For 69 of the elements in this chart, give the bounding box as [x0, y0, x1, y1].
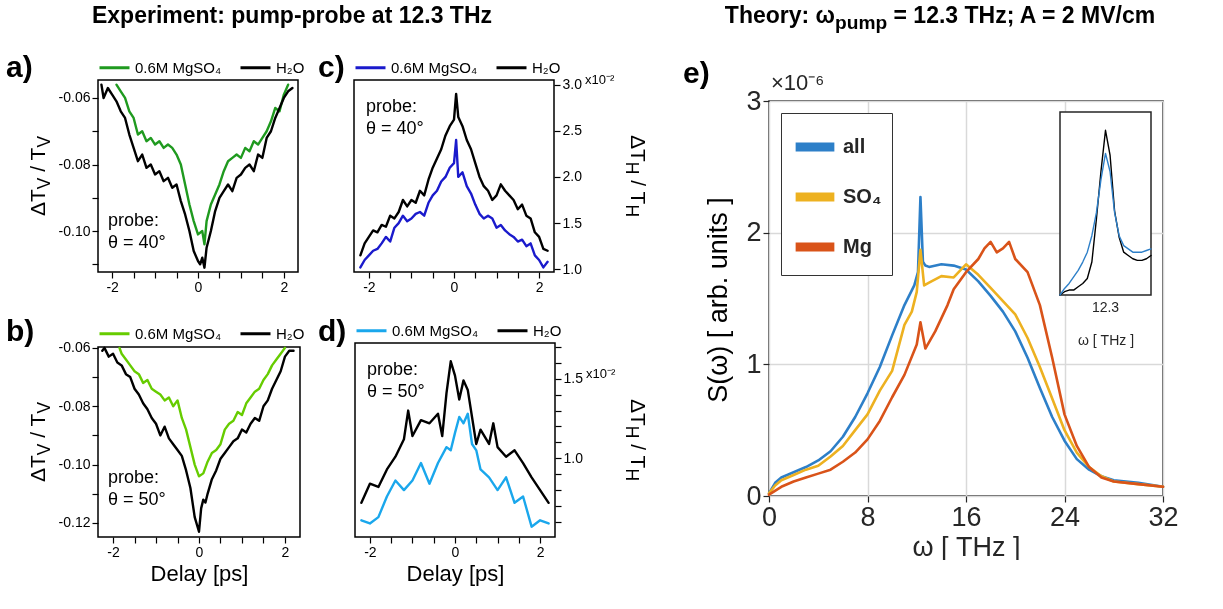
line-series	[360, 412, 550, 528]
y-tick-label: -0.06	[58, 339, 91, 356]
line-series	[360, 360, 550, 505]
chart-title: c)	[318, 50, 345, 83]
x-tick-label: 8	[860, 501, 876, 532]
y-axis-title: S(ω) [ arb. units ]	[702, 197, 733, 403]
y-tick-label: 2.0	[562, 168, 583, 185]
y-tick-label: -0.12	[58, 514, 91, 531]
line-series	[359, 92, 549, 257]
legend-label: H₂O	[533, 321, 562, 339]
text: x10⁻²	[585, 72, 615, 87]
x-tick-label: 32	[1148, 501, 1179, 532]
chart-title: b)	[6, 314, 35, 347]
x-tick-label: 16	[951, 501, 982, 532]
annotation: probe: θ = 40°	[366, 96, 424, 138]
y-tick-label: 1.5	[563, 370, 584, 387]
text: Theory: ω$_{pump}$ = 12.3 THz; A = 2 MV/cm	[724, 2, 1156, 33]
y-tick-label: 3	[746, 85, 762, 116]
x-tick-label: -2	[107, 543, 120, 560]
annotation: 12.3	[1091, 299, 1120, 315]
legend-label: 0.6M MgSO₄	[135, 324, 222, 342]
y-tick-label: -0.08	[58, 397, 91, 414]
y-tick-label: -0.10	[58, 456, 91, 473]
x-tick-label: 2	[536, 543, 545, 560]
legend-label: 0.6M MgSO₄	[391, 58, 478, 76]
chart-title: a)	[6, 50, 33, 83]
y-tick-label: 2.5	[562, 122, 583, 139]
y-tick-label: 1.0	[562, 260, 583, 277]
y-tick-label: 1.5	[562, 214, 583, 231]
legend-label: 0.6M MgSO₄	[135, 58, 222, 76]
y-tick-label: -0.06	[58, 89, 91, 106]
legend-label: all	[843, 135, 866, 157]
y-tick-label: 0	[746, 480, 762, 511]
x-tick-label: 0	[450, 278, 459, 295]
x-tick-label: -2	[363, 278, 376, 295]
annotation: probe: θ = 40°	[108, 210, 166, 252]
legend-label: 0.6M MgSO₄	[392, 321, 479, 339]
x-tick-label: 24	[1049, 501, 1081, 532]
legend-label: H₂O	[532, 58, 561, 76]
y-tick-label: -0.10	[58, 222, 91, 239]
x-tick-label: 0	[451, 543, 460, 560]
x-axis-title: Delay [ps]	[406, 560, 505, 586]
line-series	[359, 138, 549, 269]
x-axis-title: ω [ THz ]	[1077, 331, 1135, 348]
legend-label: H₂O	[276, 58, 305, 76]
chart-title: e)	[683, 56, 710, 89]
x-tick-label: 2	[280, 278, 289, 295]
y-tick-label: 1.0	[563, 449, 584, 466]
chart-title: d)	[318, 314, 347, 347]
text: Experiment: pump-probe at 12.3 THz	[91, 2, 493, 28]
y-tick-label: 1	[746, 348, 762, 379]
text: ×10⁻⁶	[771, 70, 825, 95]
x-tick-label: 2	[535, 278, 544, 295]
x-tick-label: 2	[281, 543, 290, 560]
annotation: probe: θ = 50°	[108, 467, 166, 509]
legend-label: H₂O	[276, 324, 305, 342]
y-tick-label: -0.08	[58, 156, 91, 173]
annotation: probe: θ = 50°	[367, 359, 425, 401]
y-tick-label: 2	[746, 217, 762, 248]
x-tick-label: 0	[194, 278, 203, 295]
line-series	[100, 83, 294, 269]
y-tick-label: 3.0	[562, 76, 583, 93]
x-tick-label: -2	[364, 543, 377, 560]
x-axis-title: Delay [ps]	[150, 560, 249, 586]
legend-label: SO₄	[843, 185, 882, 207]
x-tick-label: 0	[195, 543, 204, 560]
text: x10⁻²	[586, 366, 616, 381]
legend-label: Mg	[843, 235, 872, 257]
x-tick-label: -2	[106, 278, 120, 295]
